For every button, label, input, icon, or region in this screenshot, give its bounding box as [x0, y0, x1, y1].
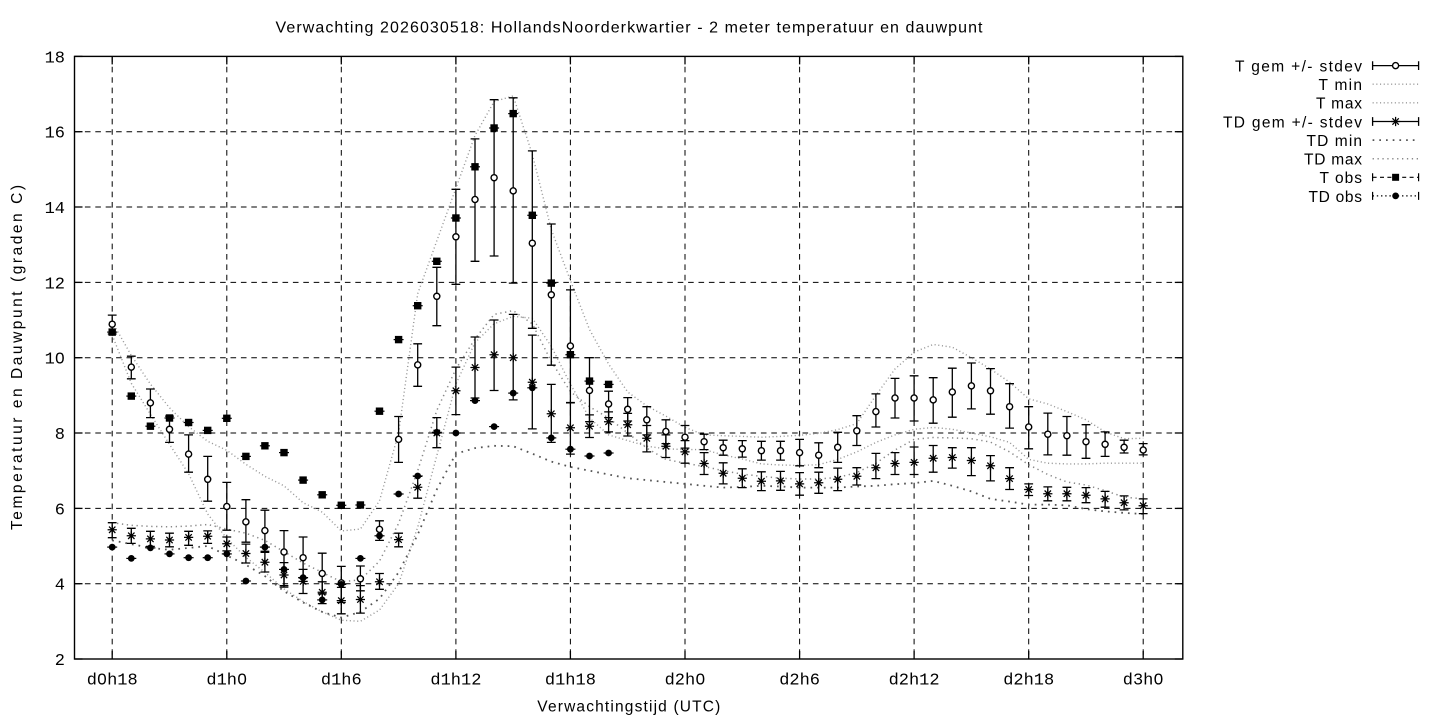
svg-text:d2h18: d2h18 — [1003, 672, 1054, 691]
svg-text:Temperatuur en Dauwpunt (grade: Temperatuur en Dauwpunt (graden C) — [9, 185, 26, 530]
svg-text:d2h12: d2h12 — [889, 672, 940, 691]
svg-text:14: 14 — [45, 200, 65, 219]
svg-text:Verwachting 2026030518: Hollan: Verwachting 2026030518: HollandsNoorderk… — [276, 20, 984, 37]
svg-text:d1h0: d1h0 — [206, 672, 247, 691]
svg-text:6: 6 — [55, 501, 65, 520]
svg-text:TD gem +/- stdev: TD gem +/- stdev — [1223, 114, 1362, 131]
svg-text:Verwachtingstijd (UTC): Verwachtingstijd (UTC) — [537, 698, 720, 715]
svg-text:2: 2 — [55, 652, 65, 671]
svg-text:T max: T max — [1316, 96, 1362, 113]
svg-text:16: 16 — [45, 125, 65, 144]
svg-text:d1h18: d1h18 — [545, 672, 596, 691]
svg-text:T obs: T obs — [1320, 170, 1363, 187]
svg-text:T gem +/- stdev: T gem +/- stdev — [1235, 59, 1362, 76]
svg-text:TD obs: TD obs — [1309, 189, 1363, 206]
svg-text:d2h6: d2h6 — [779, 672, 820, 691]
svg-text:d1h12: d1h12 — [430, 672, 481, 691]
svg-text:10: 10 — [45, 351, 65, 370]
svg-text:d2h0: d2h0 — [665, 672, 706, 691]
svg-text:TD min: TD min — [1307, 133, 1363, 150]
svg-text:TD max: TD max — [1304, 152, 1362, 169]
svg-text:8: 8 — [55, 426, 65, 445]
svg-text:4: 4 — [55, 577, 65, 596]
svg-text:12: 12 — [45, 275, 65, 294]
svg-text:d0h18: d0h18 — [87, 672, 138, 691]
svg-text:18: 18 — [45, 49, 65, 68]
svg-text:d3h0: d3h0 — [1123, 672, 1164, 691]
svg-text:T min: T min — [1319, 77, 1363, 94]
svg-text:d1h6: d1h6 — [321, 672, 362, 691]
